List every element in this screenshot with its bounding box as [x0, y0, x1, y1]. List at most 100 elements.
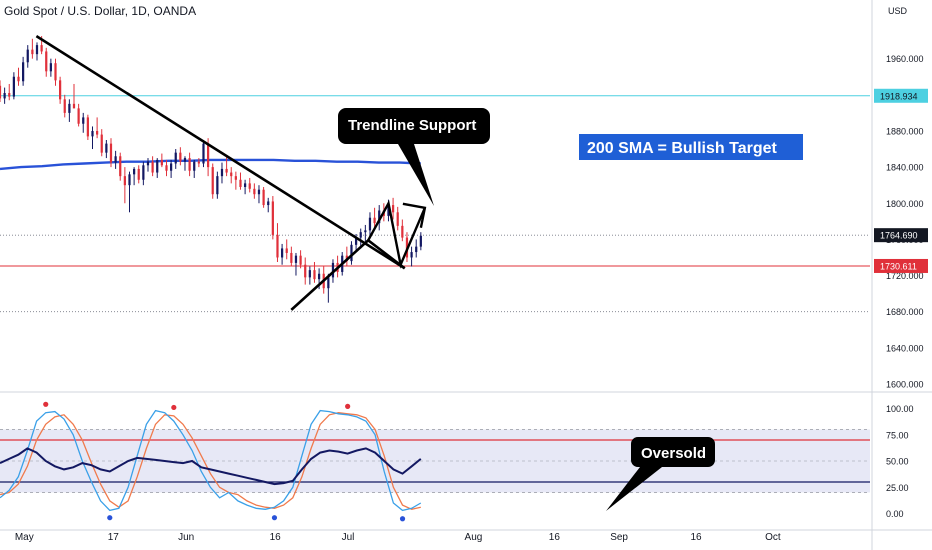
level-price-label: 1918.934	[880, 91, 918, 101]
candle-body	[243, 183, 247, 187]
candle-body	[133, 168, 136, 175]
candle-body	[26, 49, 29, 63]
candle-body	[91, 130, 94, 137]
oscillator-tick-label: 25.00	[886, 483, 909, 493]
candle-body	[206, 143, 210, 168]
time-tick-label: Oct	[765, 532, 781, 543]
level-price-tag	[874, 258, 928, 273]
candle-body	[410, 252, 413, 258]
candle-body	[364, 230, 367, 233]
candle-body	[267, 201, 270, 206]
candle-body	[317, 273, 321, 280]
candle-body	[0, 85, 2, 99]
candle-body	[193, 161, 196, 171]
candle-body	[197, 161, 200, 164]
oscillator-tick-label: 0.00	[886, 509, 904, 519]
drawn-trendline	[290, 238, 406, 311]
candle-body	[378, 210, 381, 224]
candle-body	[3, 93, 6, 99]
level-price-label: 1730.611	[880, 261, 917, 271]
candle-body	[82, 117, 85, 124]
time-tick-label: 16	[549, 532, 561, 543]
candle-body	[331, 262, 335, 278]
stoch-d-line	[0, 412, 421, 510]
candle-body	[234, 176, 237, 180]
candle-body	[137, 168, 140, 180]
candle-body	[151, 161, 154, 173]
candle-body	[253, 188, 256, 195]
price-tick-label: 1960.000	[886, 54, 924, 64]
candle-body	[216, 176, 219, 195]
rsi-line	[0, 447, 422, 486]
time-tick-label: 16	[690, 532, 702, 543]
signal-dot	[43, 401, 49, 407]
price-tick-label: 1680.000	[886, 307, 924, 317]
signal-dot	[107, 515, 113, 521]
price-pane	[0, 35, 870, 313]
candle-body	[54, 63, 57, 81]
time-tick-label: 16	[270, 532, 282, 543]
candle-body	[156, 159, 159, 173]
candle-body	[45, 51, 48, 72]
candle-body	[391, 205, 395, 213]
time-axis: May 17 Jun 16 Jul Aug 16 Sep 16 Oct	[0, 529, 932, 543]
candle-body	[327, 277, 330, 289]
oversold-callout	[606, 437, 715, 511]
candle-body	[165, 165, 168, 171]
candle-body	[280, 248, 284, 258]
time-tick-label: May	[15, 532, 34, 543]
drawn-trendline	[367, 199, 427, 269]
candle-body	[290, 252, 293, 263]
candle-body	[368, 217, 372, 231]
drawn-trendline	[35, 35, 406, 270]
time-tick-label: 17	[108, 532, 120, 543]
stoch-k-line	[0, 409, 422, 512]
time-tick-label: Aug	[465, 532, 483, 543]
candle-body	[128, 174, 131, 186]
candle-body	[100, 134, 103, 153]
candle-body	[350, 244, 353, 262]
candle-body	[401, 225, 404, 238]
candle-body	[257, 189, 261, 195]
candle-body	[68, 103, 71, 113]
candle-body	[179, 152, 182, 162]
candle-body	[12, 76, 15, 97]
oversold-callout-text: Oversold	[641, 445, 706, 462]
currency-label: USD	[888, 6, 908, 16]
candle-body	[35, 45, 39, 55]
annotations: Trendline Support 200 SMA = Bullish Targe…	[338, 108, 803, 511]
price-tick-label: 1840.000	[886, 163, 924, 173]
sma-200-line	[0, 158, 421, 171]
candle-body	[40, 45, 43, 52]
candle-body	[160, 159, 163, 166]
signal-dot	[171, 404, 177, 411]
time-tick-label: Jul	[342, 532, 355, 543]
candle-body	[248, 183, 251, 189]
candle-body	[396, 212, 399, 226]
candle-body	[119, 156, 122, 177]
candle-body	[220, 168, 224, 177]
candle-body	[49, 63, 52, 72]
trendline-callout-text: Trendline Support	[348, 117, 476, 134]
candle-body	[415, 246, 418, 253]
candle-body	[96, 130, 99, 135]
price-tick-label: 1720.000	[886, 271, 924, 281]
level-price-tag	[874, 88, 928, 103]
candle-body	[169, 163, 173, 171]
candle-body	[387, 205, 390, 216]
signal-dot	[399, 516, 406, 522]
candle-body	[294, 255, 298, 263]
candle-body	[123, 176, 126, 186]
candle-body	[271, 201, 274, 235]
candle-body	[211, 167, 214, 195]
sma-target-box	[579, 134, 803, 160]
candle-body	[109, 143, 113, 163]
candle-body	[105, 143, 108, 153]
candle-body	[146, 161, 150, 166]
candle-body	[285, 248, 288, 253]
trendline-callout	[338, 108, 490, 206]
price-tick-label: 1880.000	[886, 126, 924, 136]
last-price-label: 1764.690	[880, 231, 918, 241]
signal-dot	[271, 515, 278, 521]
